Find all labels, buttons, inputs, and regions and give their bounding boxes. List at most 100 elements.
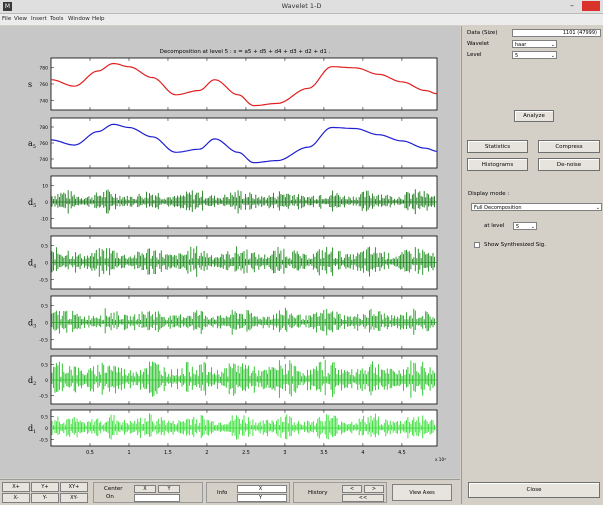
x-tick-label: 3	[283, 450, 286, 456]
center-group: Center On X Y	[93, 482, 203, 503]
x-tick-label: 3.5	[320, 450, 328, 456]
show-synthesized-label: Show Synthesized Sig.	[484, 242, 547, 248]
y-tick-label: 760	[39, 82, 48, 88]
y-tick-label: 780	[39, 125, 48, 131]
history-reset-button[interactable]: <<	[342, 494, 384, 502]
show-synthesized-checkbox[interactable]	[474, 242, 480, 248]
y-tick-label: -10	[41, 217, 48, 223]
at-level-value: 5	[516, 224, 520, 230]
x-tick-label: 1.5	[164, 450, 172, 456]
level-select[interactable]: 5 ⌄	[512, 51, 557, 59]
display-mode-label: Display mode :	[468, 191, 510, 197]
menu-file[interactable]: File	[2, 16, 12, 22]
zoom-y-minus-button[interactable]: Y-	[31, 493, 59, 503]
y-tick-label: 0	[45, 321, 48, 327]
zoom-y-plus-button[interactable]: Y+	[31, 482, 59, 492]
close-button[interactable]: Close	[468, 482, 600, 498]
decomposition-chart[interactable]: Decomposition at level 5 : s = a5 + d5 +…	[0, 26, 460, 478]
y-tick-label: 0	[45, 426, 48, 432]
chevron-down-icon: ⌄	[530, 224, 535, 230]
wavelet-value: haar	[515, 42, 527, 48]
wavelet-label: Wavelet	[467, 41, 490, 47]
zoom-x-minus-button[interactable]: X-	[2, 493, 30, 503]
menu-bar: File View Insert Tools Window Help	[0, 14, 603, 25]
info-x-field: X	[237, 485, 287, 493]
history-group: History < > <<	[293, 482, 387, 503]
center-x-button[interactable]: X	[134, 485, 156, 493]
y-tick-label: 0.5	[41, 414, 48, 420]
analyze-button[interactable]: Analyze	[514, 110, 554, 122]
signal-label-d3: d3	[28, 319, 36, 330]
history-back-button[interactable]: <	[342, 485, 362, 493]
close-window-button[interactable]	[582, 1, 600, 11]
signal-line-s	[50, 62, 438, 107]
y-tick-label: 0.5	[41, 363, 48, 369]
zoom-toolbar: X+ Y+ XY+ X- Y- XY- Center On X Y Info X…	[0, 479, 460, 505]
signal-line-a5	[50, 123, 438, 164]
denoise-button[interactable]: De-noise	[538, 158, 600, 171]
data-size-field: 1101 (47999)	[512, 29, 601, 37]
x-tick-label: 2	[205, 450, 208, 456]
matlab-icon[interactable]: M	[3, 2, 12, 11]
wavelet-select[interactable]: haar ⌄	[512, 40, 557, 48]
signal-label-d5: d5	[28, 198, 36, 209]
compress-button[interactable]: Compress	[538, 140, 600, 153]
zoom-x-plus-button[interactable]: X+	[2, 482, 30, 492]
y-tick-label: 780	[39, 65, 48, 71]
at-level-select[interactable]: 5 ⌄	[513, 222, 537, 230]
y-tick-label: 0	[45, 200, 48, 206]
view-axes-button[interactable]: View Axes	[392, 484, 452, 501]
menu-insert[interactable]: Insert	[31, 16, 47, 22]
x-tick-label: 4.5	[398, 450, 406, 456]
x-axis-exponent: x 10⁴	[435, 457, 446, 462]
center-y-button[interactable]: Y	[158, 485, 180, 493]
x-tick-label: 1	[127, 450, 130, 456]
center-value-field[interactable]	[134, 494, 180, 502]
zoom-xy-plus-button[interactable]: XY+	[60, 482, 88, 492]
plot-axes-a5	[50, 117, 438, 169]
x-tick-label: 0.5	[86, 450, 94, 456]
menu-tools[interactable]: Tools	[50, 16, 64, 22]
histograms-button[interactable]: Histograms	[467, 158, 528, 171]
menu-view[interactable]: View	[14, 16, 28, 22]
y-tick-label: 0	[45, 261, 48, 267]
at-level-label: at level	[484, 223, 505, 229]
y-tick-label: 0.5	[41, 304, 48, 310]
menu-help[interactable]: Help	[92, 16, 105, 22]
y-tick-label: -0.5	[39, 393, 48, 399]
window-title-bar: M Wavelet 1-D –	[0, 0, 603, 14]
plot-axes-s	[50, 57, 438, 111]
info-group: Info X Y	[206, 482, 290, 503]
signal-label-s: s	[28, 80, 32, 89]
x-tick-label: 4	[361, 450, 364, 456]
level-label: Level	[467, 52, 482, 58]
decomposition-plots: Decomposition at level 5 : s = a5 + d5 +…	[0, 26, 460, 478]
y-tick-label: -0.5	[39, 277, 48, 283]
signal-label-d1: d1	[28, 424, 36, 435]
level-value: 5	[515, 53, 519, 59]
y-tick-label: -0.5	[39, 438, 48, 444]
center-state[interactable]: On	[106, 494, 114, 500]
x-tick-label: 2.5	[242, 450, 250, 456]
signal-label-a5: a5	[28, 139, 36, 150]
chevron-down-icon: ⌄	[550, 42, 555, 48]
minimize-button[interactable]: –	[570, 1, 574, 10]
chevron-down-icon: ⌄	[595, 205, 600, 211]
signal-label-d4: d4	[28, 259, 36, 270]
y-tick-label: 740	[39, 99, 48, 105]
data-size-label: Data (Size)	[467, 30, 498, 36]
y-tick-label: 0.5	[41, 244, 48, 250]
decomposition-title: Decomposition at level 5 : s = a5 + d5 +…	[160, 49, 331, 55]
signal-label-d2: d2	[28, 376, 36, 387]
y-tick-label: 740	[39, 157, 48, 163]
info-y-field: Y	[237, 494, 287, 502]
chevron-down-icon: ⌄	[550, 53, 555, 59]
statistics-button[interactable]: Statistics	[467, 140, 528, 153]
y-tick-label: 0	[45, 378, 48, 384]
control-panel: Data (Size) 1101 (47999) Wavelet haar ⌄ L…	[461, 26, 603, 504]
display-mode-select[interactable]: Full Decomposition ⌄	[471, 203, 602, 211]
y-tick-label: 760	[39, 141, 48, 147]
menu-window[interactable]: Window	[68, 16, 90, 22]
history-forward-button[interactable]: >	[364, 485, 384, 493]
zoom-xy-minus-button[interactable]: XY-	[60, 493, 88, 503]
